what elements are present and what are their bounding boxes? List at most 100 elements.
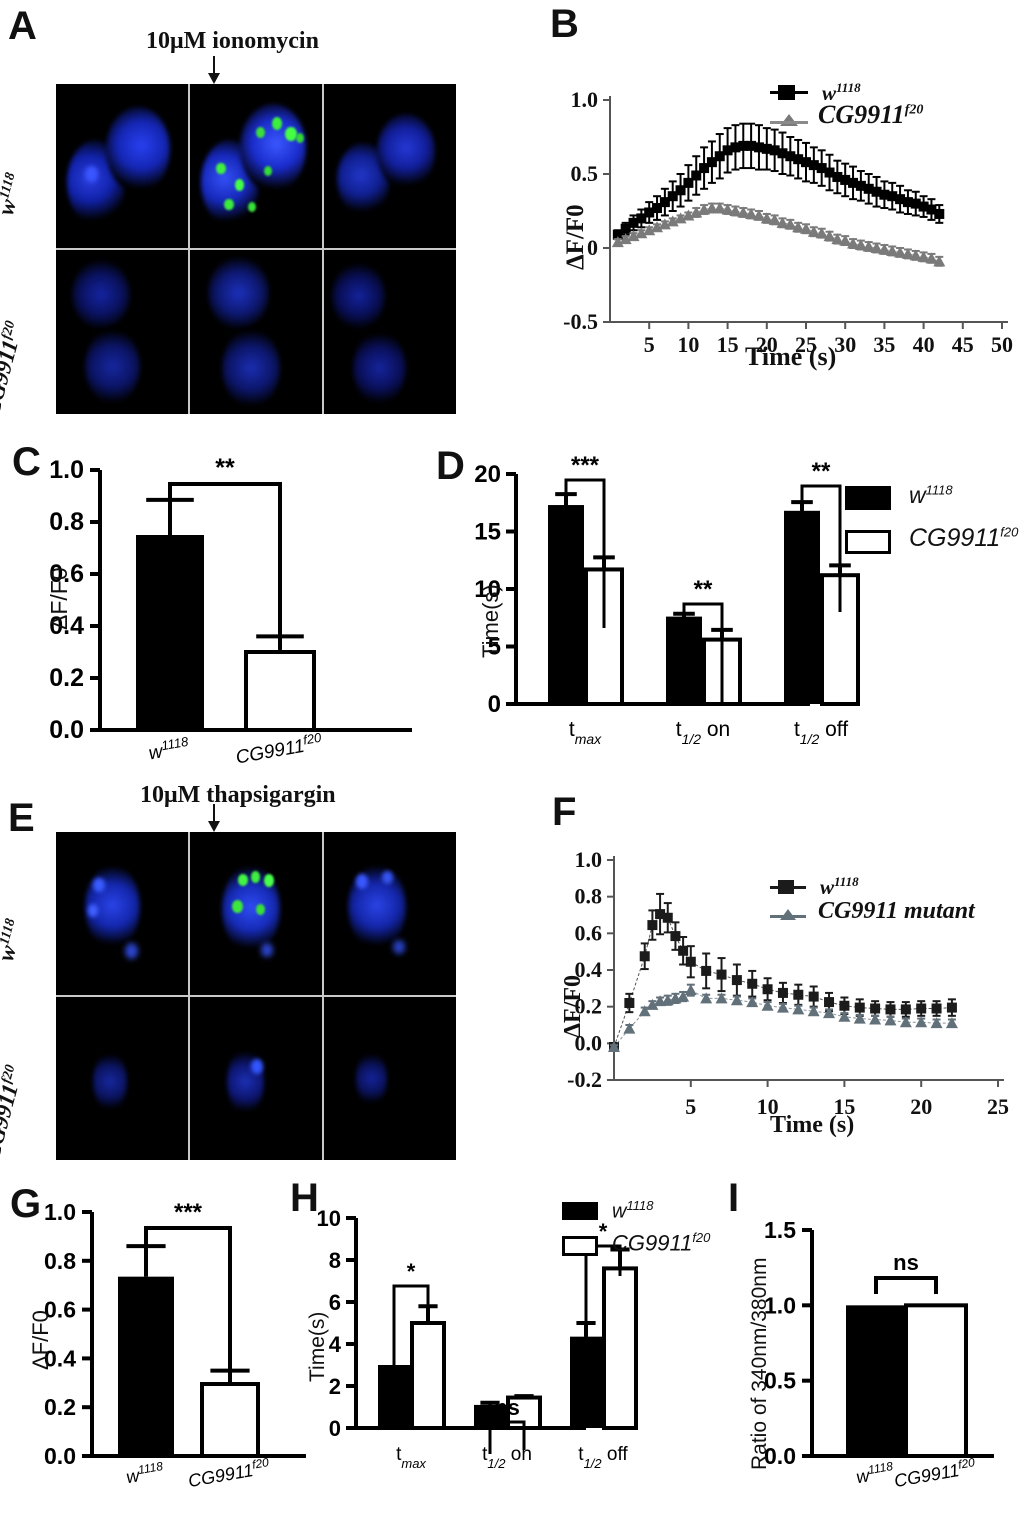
data-point: [685, 945, 696, 979]
panel-b-legend-label-0: w1118: [822, 80, 861, 105]
data-point: [684, 983, 697, 997]
data-point: [792, 221, 805, 233]
significance-bracket: [564, 478, 606, 628]
legend-dash: [770, 121, 808, 124]
data-point: [894, 246, 907, 258]
significance-bracket: [144, 1226, 232, 1376]
data-point: [793, 983, 804, 1006]
data-point: [815, 227, 828, 239]
data-point: [902, 189, 913, 215]
y-tick-label: 0.4: [575, 957, 603, 982]
data-point: [831, 233, 844, 245]
panel-a-row-label-0: w1118: [0, 170, 22, 218]
data-point: [652, 195, 663, 221]
data-point: [887, 181, 898, 211]
significance-bracket: [584, 1244, 622, 1352]
category-label: tmax: [569, 718, 602, 747]
data-point: [823, 1007, 836, 1019]
data-point: [699, 146, 710, 190]
data-point: [611, 236, 624, 248]
data-point: [659, 187, 670, 217]
significance-bracket: [488, 1420, 526, 1454]
panel-i-ylabel: Ratio of 340nm/380nm: [748, 1257, 771, 1470]
data-point: [639, 942, 650, 971]
data-point: [666, 215, 679, 227]
data-point: [792, 1003, 805, 1015]
data-point: [886, 244, 899, 257]
significance-bracket: [168, 482, 282, 649]
legend-swatch-open: [845, 530, 891, 554]
data-point: [916, 1000, 927, 1017]
y-tick-label: 5: [488, 634, 501, 661]
data-point: [646, 998, 659, 1010]
micrograph-cell: [190, 832, 322, 995]
significance-label: **: [215, 454, 235, 482]
data-point: [933, 255, 946, 267]
y-tick-label: 1.0: [44, 1199, 76, 1225]
data-point: [769, 128, 780, 173]
data-point: [870, 242, 883, 254]
data-point: [915, 1016, 928, 1028]
panel-d: D 0 5 10 15 20 *** tmax ** t1/2 on ** t1/2 off Tim…: [430, 440, 1020, 790]
data-point: [925, 252, 938, 264]
data-point: [662, 902, 673, 934]
data-point: [713, 202, 726, 214]
data-point: [776, 1001, 789, 1013]
significance-label: ns: [893, 1250, 919, 1275]
data-point: [807, 225, 820, 238]
y-tick-label: 1.0: [575, 847, 603, 872]
data-point: [918, 195, 929, 218]
data-point: [745, 207, 758, 220]
data-point: [847, 237, 860, 249]
category-label: CG9911f20: [892, 1455, 977, 1491]
y-tick-label: 10: [317, 1206, 341, 1231]
y-tick-label: 0.6: [44, 1297, 76, 1323]
significance-label: ***: [571, 452, 600, 479]
data-point: [761, 127, 772, 171]
panel-f-legend-label-0: w1118: [820, 874, 859, 899]
micrograph-cell: [190, 84, 322, 248]
legend-dash: [770, 886, 806, 889]
data-point: [930, 1017, 943, 1029]
category-label: t1/2 on: [482, 1444, 532, 1471]
x-tick-label: 15: [833, 1094, 855, 1119]
data-point: [910, 190, 921, 217]
data-point: [731, 963, 742, 997]
x-tick-label: 25: [987, 1094, 1009, 1119]
bar: [410, 1321, 446, 1430]
panel-f-plot: -0.2 0.0 0.2 0.4 0.6 0.8 1.0 5 10 15 20 25: [567, 847, 1009, 1119]
x-tick-label: 50: [991, 332, 1013, 357]
data-point: [730, 994, 743, 1006]
data-point: [691, 155, 702, 196]
data-point: [801, 141, 811, 183]
y-tick-label: -0.5: [563, 309, 598, 334]
data-point: [635, 227, 648, 239]
category-label: w1118: [854, 1459, 895, 1487]
data-point: [690, 206, 703, 218]
data-point: [747, 969, 758, 998]
panel-h: H 0 2 4 6 8 10 * tmax ns t1/2 on * t1/2 off Time(s)…: [290, 1170, 720, 1514]
legend-dash: [770, 91, 808, 94]
data-point: [878, 243, 891, 255]
x-tick-label: 5: [644, 332, 655, 357]
panel-e-title: 10μM thapsigargin: [140, 782, 336, 808]
data-point: [716, 957, 727, 993]
bar: [136, 535, 204, 730]
panel-f: F -0.2 0.0 0.2 0.4 0.6 0.8 1.0 5 10 15 20 25 ΔF/F0 …: [530, 790, 1020, 1170]
category-label: tmax: [396, 1444, 426, 1471]
micrograph-cell: [190, 250, 322, 414]
significance-bracket: [392, 1284, 430, 1414]
data-point: [784, 218, 797, 230]
data-point: [643, 224, 656, 236]
data-point: [651, 221, 664, 233]
y-tick-label: 0.2: [44, 1394, 76, 1420]
x-tick-label: 30: [834, 332, 856, 357]
data-point: [675, 173, 686, 208]
data-point: [644, 201, 655, 224]
data-point: [674, 212, 687, 224]
x-tick-label: 45: [952, 332, 974, 357]
category-label: w1118: [124, 1459, 165, 1487]
data-point: [705, 202, 718, 214]
category-label: t1/2 on: [676, 718, 731, 747]
y-tick-label: 0.0: [764, 1443, 796, 1469]
